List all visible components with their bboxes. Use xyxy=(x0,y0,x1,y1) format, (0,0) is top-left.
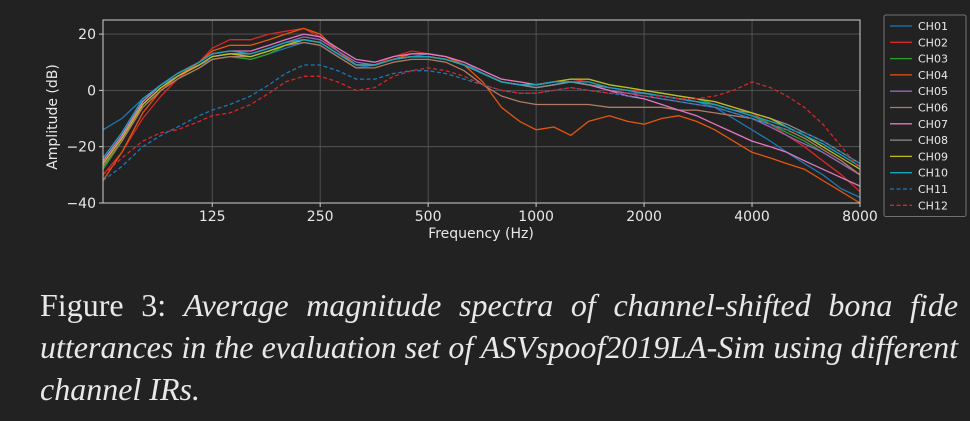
figure-label: Figure 3: xyxy=(40,287,167,323)
y-tick-label: 20 xyxy=(78,27,96,43)
legend-label: CH12 xyxy=(918,199,948,212)
x-tick-label: 500 xyxy=(415,209,442,225)
y-tick-label: −20 xyxy=(66,140,96,156)
legend: CH01 CH02 CH03 CH04 CH05 CH06 CH07 CH08 CH09 CH10… xyxy=(883,14,967,218)
legend-label: CH05 xyxy=(918,85,948,98)
legend-label: CH10 xyxy=(918,167,948,180)
legend-label: CH03 xyxy=(918,53,948,66)
x-tick-label: 125 xyxy=(199,209,226,225)
series-line-ch05 xyxy=(102,36,861,176)
series-line-ch06 xyxy=(102,41,861,176)
x-tick-label: 2000 xyxy=(626,209,662,225)
y-tick-label: −40 xyxy=(66,196,96,212)
legend-label: CH06 xyxy=(918,102,948,115)
x-tick-label: 1000 xyxy=(518,209,554,225)
series-line-ch12 xyxy=(102,67,861,176)
series-lines xyxy=(102,27,861,204)
plot-frame xyxy=(102,19,861,204)
x-tick-label: 8000 xyxy=(842,209,878,225)
series-line-ch01 xyxy=(102,41,861,198)
x-axis-label: Frequency (Hz) xyxy=(428,226,534,242)
x-tick-label: 250 xyxy=(307,209,334,225)
legend-label: CH01 xyxy=(918,20,948,33)
legend-label: CH08 xyxy=(918,134,948,147)
series-line-ch04 xyxy=(102,27,861,204)
y-ticks: −40 −20 0 20 xyxy=(66,27,103,212)
legend-label: CH07 xyxy=(918,118,948,131)
y-axis-label: Amplitude (dB) xyxy=(45,64,61,170)
x-ticks: 125 250 500 1000 2000 4000 8000 xyxy=(199,203,878,225)
legend-label: CH02 xyxy=(918,36,948,49)
figure-caption-text: Average magnitude spectra of channel-shi… xyxy=(40,287,959,407)
series-line-ch03 xyxy=(102,39,861,176)
series-line-ch10 xyxy=(102,39,861,167)
spectrum-chart: 125 250 500 1000 2000 4000 8000 −40 −20 0 20 Freq… xyxy=(45,14,967,242)
series-line-ch07 xyxy=(102,33,861,187)
legend-label: CH09 xyxy=(918,150,948,163)
x-tick-label: 4000 xyxy=(734,209,770,225)
legend-label: CH04 xyxy=(918,69,948,82)
series-line-ch11 xyxy=(102,64,861,182)
legend-box xyxy=(883,14,967,218)
figure-caption: Figure 3: Average magnitude spectra of c… xyxy=(40,284,958,410)
y-tick-label: 0 xyxy=(87,83,96,99)
legend-label: CH11 xyxy=(918,183,948,196)
